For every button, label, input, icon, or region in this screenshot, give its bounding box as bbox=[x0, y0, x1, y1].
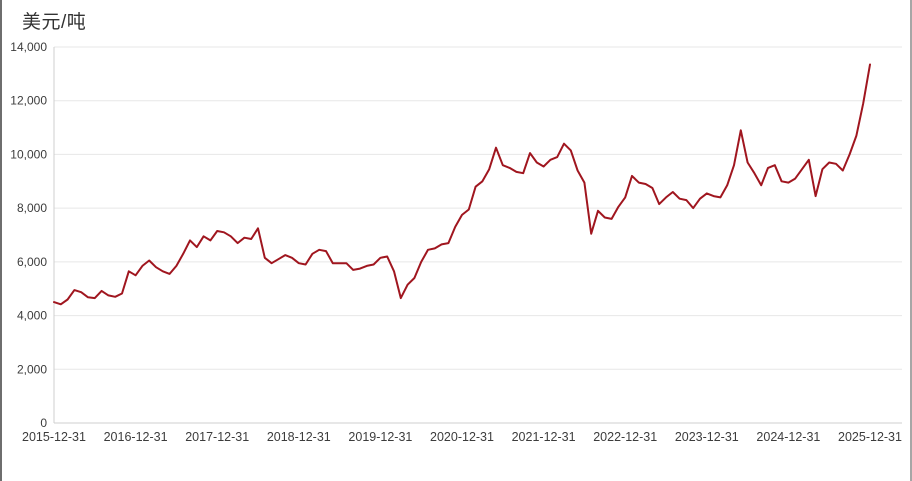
x-axis-tick-label: 2020-12-31 bbox=[430, 430, 494, 444]
y-axis-tick-label: 6,000 bbox=[17, 255, 47, 269]
x-axis-tick-label: 2018-12-31 bbox=[267, 430, 331, 444]
y-axis-tick-label: 10,000 bbox=[10, 147, 47, 161]
y-axis-tick-label: 12,000 bbox=[10, 94, 47, 108]
y-axis-tick-label: 14,000 bbox=[10, 40, 47, 54]
y-axis-tick-label: 2,000 bbox=[17, 362, 47, 376]
x-axis-tick-label: 2021-12-31 bbox=[512, 430, 576, 444]
x-axis-tick-label: 2015-12-31 bbox=[22, 430, 86, 444]
x-axis-tick-label: 2024-12-31 bbox=[756, 430, 820, 444]
x-axis-tick-label: 2025-12-31 bbox=[838, 430, 902, 444]
x-axis-tick-label: 2022-12-31 bbox=[593, 430, 657, 444]
y-axis-tick-label: 0 bbox=[40, 416, 47, 430]
y-axis-tick-label: 4,000 bbox=[17, 309, 47, 323]
x-axis-tick-label: 2023-12-31 bbox=[675, 430, 739, 444]
y-axis-tick-label: 8,000 bbox=[17, 201, 47, 215]
price-line-series bbox=[53, 63, 871, 306]
x-axis-tick-label: 2017-12-31 bbox=[185, 430, 249, 444]
chart-title: 美元/吨 bbox=[22, 12, 87, 33]
x-axis-tick-label: 2016-12-31 bbox=[104, 430, 168, 444]
x-axis-tick-label: 2019-12-31 bbox=[348, 430, 412, 444]
